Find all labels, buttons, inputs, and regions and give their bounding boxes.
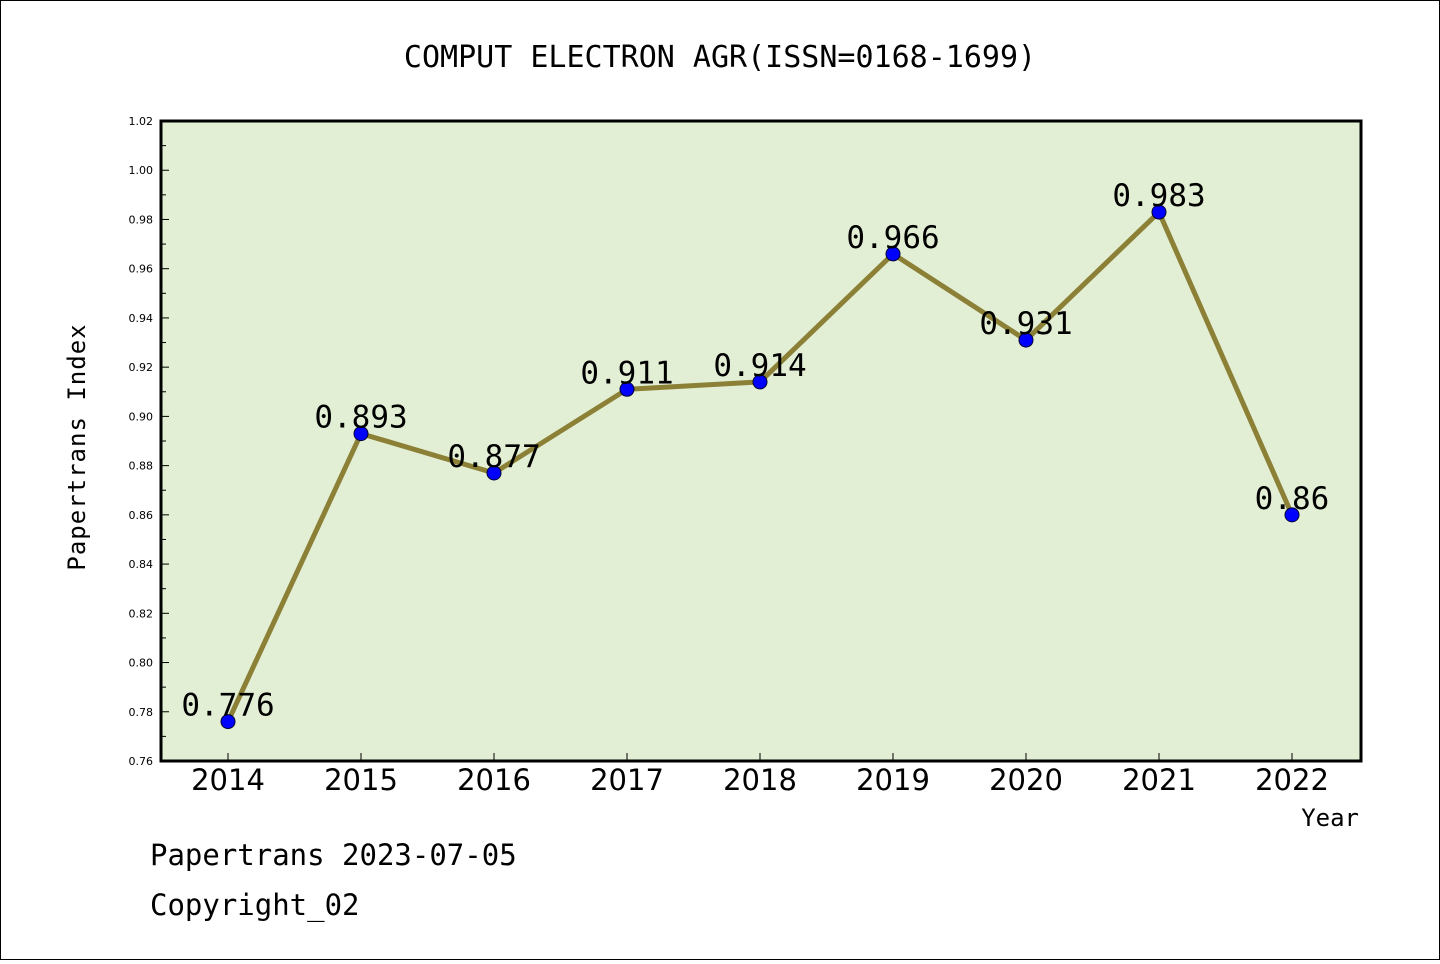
data-label: 0.914 — [713, 348, 806, 384]
data-point — [885, 246, 901, 262]
y-tick-label: 0.84 — [129, 558, 154, 571]
y-tick-label: 0.92 — [129, 361, 154, 374]
data-point — [752, 374, 768, 390]
chart-title: COMPUT ELECTRON AGR(ISSN=0168-1699) — [404, 40, 1036, 75]
data-labels: 0.776 0.893 0.877 0.911 0.914 0.966 0.931 0.983… — [181, 178, 1329, 724]
x-tick-label: 2015 — [324, 763, 398, 797]
data-point — [1151, 204, 1167, 220]
data-point — [1018, 332, 1034, 348]
y-tick-label: 0.86 — [129, 509, 154, 522]
x-tick-label: 2017 — [590, 763, 664, 797]
data-point — [486, 465, 502, 481]
x-tick-label: 2020 — [989, 763, 1063, 797]
y-tick-label: 1.02 — [129, 115, 154, 128]
data-label: 0.911 — [580, 355, 673, 391]
x-tick-label: 2018 — [723, 763, 797, 797]
y-axis: 0.76 0.78 0.80 0.82 0.84 0.86 0.88 0.90 0.92 0.94… — [129, 115, 169, 768]
x-tick-label: 2022 — [1255, 763, 1329, 797]
data-point — [220, 714, 236, 730]
footer-date: Papertrans 2023-07-05 — [150, 838, 517, 872]
x-tick-label: 2019 — [856, 763, 930, 797]
data-label: 0.893 — [314, 400, 407, 436]
plot-area — [159, 119, 1363, 763]
data-label: 0.776 — [181, 688, 274, 724]
x-axis: 2014 2015 2016 2017 2018 2019 2020 2021 2022 — [191, 753, 1329, 797]
y-tick-label: 0.82 — [129, 607, 154, 620]
data-label: 0.877 — [447, 439, 540, 475]
y-tick-label: 0.76 — [129, 755, 154, 768]
y-axis-label: Papertrans Index — [63, 323, 91, 570]
y-tick-label: 0.90 — [129, 410, 154, 423]
y-tick-label: 0.80 — [129, 657, 154, 670]
data-label: 0.931 — [979, 306, 1072, 342]
y-tick-label: 0.96 — [129, 263, 154, 276]
x-tick-label: 2016 — [457, 763, 531, 797]
data-points — [220, 204, 1300, 730]
x-axis-label: Year — [1301, 804, 1359, 832]
data-point — [619, 381, 635, 397]
data-label: 0.86 — [1255, 481, 1330, 517]
y-tick-label: 0.98 — [129, 213, 154, 226]
data-point — [353, 426, 369, 442]
y-tick-label: 0.78 — [129, 706, 154, 719]
x-tick-label: 2014 — [191, 763, 265, 797]
y-tick-label: 0.94 — [129, 312, 154, 325]
y-tick-label: 1.00 — [129, 164, 154, 177]
data-label: 0.983 — [1112, 178, 1205, 214]
data-point — [1284, 507, 1300, 523]
x-tick-label: 2021 — [1122, 763, 1196, 797]
data-label: 0.966 — [846, 220, 939, 256]
y-tick-label: 0.88 — [129, 460, 154, 473]
footer-copyright: Copyright_02 — [150, 888, 360, 923]
